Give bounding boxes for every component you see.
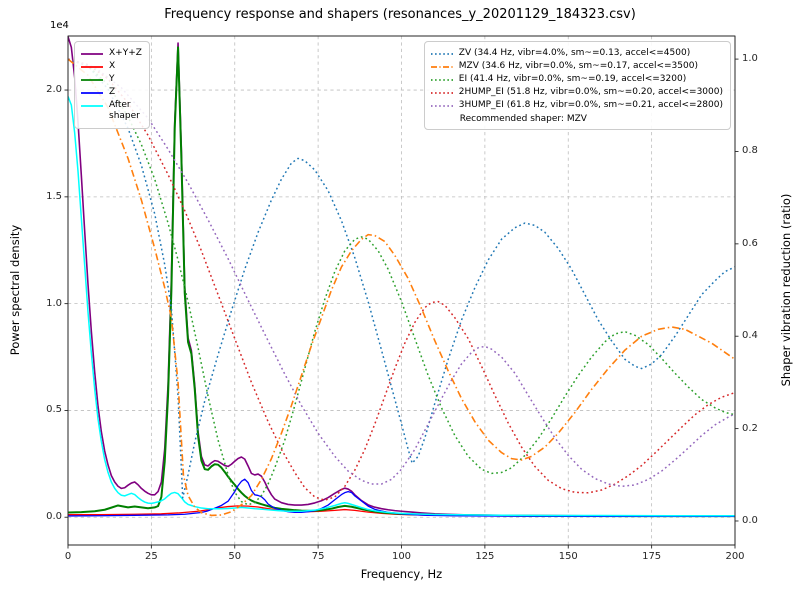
shaper-legend-footer: Recommended shaper: MZV <box>459 113 587 124</box>
chart-title: Frequency response and shapers (resonanc… <box>164 7 636 22</box>
legend-line-sample <box>81 52 103 55</box>
legend-label: ZV (34.4 Hz, vibr=4.0%, sm~=0.13, accel<… <box>458 47 691 58</box>
legend-line-sample <box>81 78 103 81</box>
psd-legend: X+Y+Z X Y Z After shaper <box>74 41 150 129</box>
legend-item: X+Y+Z <box>80 48 142 60</box>
y-left-tick-label: 2.0 <box>46 84 62 96</box>
y-right-tick-label: 0.4 <box>742 330 758 342</box>
y-right-tick-label: 0.6 <box>742 237 758 249</box>
legend-line-sample <box>430 91 453 94</box>
legend-item: 2HUMP_EI (51.8 Hz, vibr=0.0%, sm~=0.20, … <box>430 87 723 99</box>
legend-item: EI (41.4 Hz, vibr=0.0%, sm~=0.19, accel<… <box>430 74 723 86</box>
x-tick-label: 75 <box>311 551 325 562</box>
x-tick-label: 125 <box>475 551 495 562</box>
shaper-legend-items: ZV (34.4 Hz, vibr=4.0%, sm~=0.13, accel<… <box>430 48 723 112</box>
y-right-tick-label: 0.8 <box>742 145 758 157</box>
legend-line-sample <box>430 78 453 81</box>
x-tick-label: 150 <box>558 551 578 562</box>
legend-label: X <box>109 60 116 71</box>
y-right-axis-label: Shaper vibration reduction (ratio) <box>779 193 793 387</box>
legend-item: MZV (34.6 Hz, vibr=0.0%, sm~=0.17, accel… <box>430 61 723 73</box>
y-right-tick-label: 0.0 <box>742 514 758 526</box>
x-tick-label: 25 <box>145 551 158 562</box>
legend-label: X+Y+Z <box>109 47 142 58</box>
legend-line-sample <box>430 104 453 107</box>
x-tick-label: 200 <box>725 551 745 562</box>
legend-label: MZV (34.6 Hz, vibr=0.0%, sm~=0.17, accel… <box>458 60 698 71</box>
legend-line-sample <box>430 52 453 55</box>
legend-label: 2HUMP_EI (51.8 Hz, vibr=0.0%, sm~=0.20, … <box>458 86 723 97</box>
x-tick-label: 0 <box>64 551 72 562</box>
y-left-tick-label: 1.0 <box>46 297 62 309</box>
x-tick-label: 50 <box>228 551 242 562</box>
y-left-tick-label: 0.0 <box>46 511 62 523</box>
legend-line-sample <box>81 65 103 68</box>
legend-item: X <box>80 61 142 73</box>
legend-label: Y <box>109 73 115 84</box>
y-left-offset-text: 1e4 <box>50 20 69 31</box>
y-right-tick-label: 1.0 <box>742 53 758 65</box>
y-right-tick-label: 0.2 <box>742 422 758 434</box>
shaper-legend: ZV (34.4 Hz, vibr=4.0%, sm~=0.13, accel<… <box>423 41 731 130</box>
legend-line-sample <box>81 104 103 107</box>
legend-item: After shaper <box>80 100 142 123</box>
legend-line-sample <box>81 91 103 94</box>
legend-item: ZV (34.4 Hz, vibr=4.0%, sm~=0.13, accel<… <box>430 48 723 60</box>
legend-item: Z <box>80 87 142 99</box>
x-tick-label: 175 <box>642 551 662 562</box>
legend-label: 3HUMP_EI (61.8 Hz, vibr=0.0%, sm~=0.21, … <box>458 99 723 110</box>
y-left-tick-label: 1.5 <box>46 190 62 202</box>
legend-label: EI (41.4 Hz, vibr=0.0%, sm~=0.19, accel<… <box>458 73 687 84</box>
y-left-axis-label: Power spectral density <box>8 224 22 356</box>
x-tick-label: 100 <box>391 551 412 562</box>
y-left-tick-label: 0.5 <box>46 404 62 416</box>
legend-line-sample <box>430 65 453 68</box>
x-axis-label: Frequency, Hz <box>360 567 443 581</box>
legend-item: 3HUMP_EI (61.8 Hz, vibr=0.0%, sm~=0.21, … <box>430 100 723 112</box>
legend-label: Z <box>109 86 116 97</box>
legend-label: After shaper <box>109 99 140 122</box>
legend-item: Y <box>80 74 142 86</box>
